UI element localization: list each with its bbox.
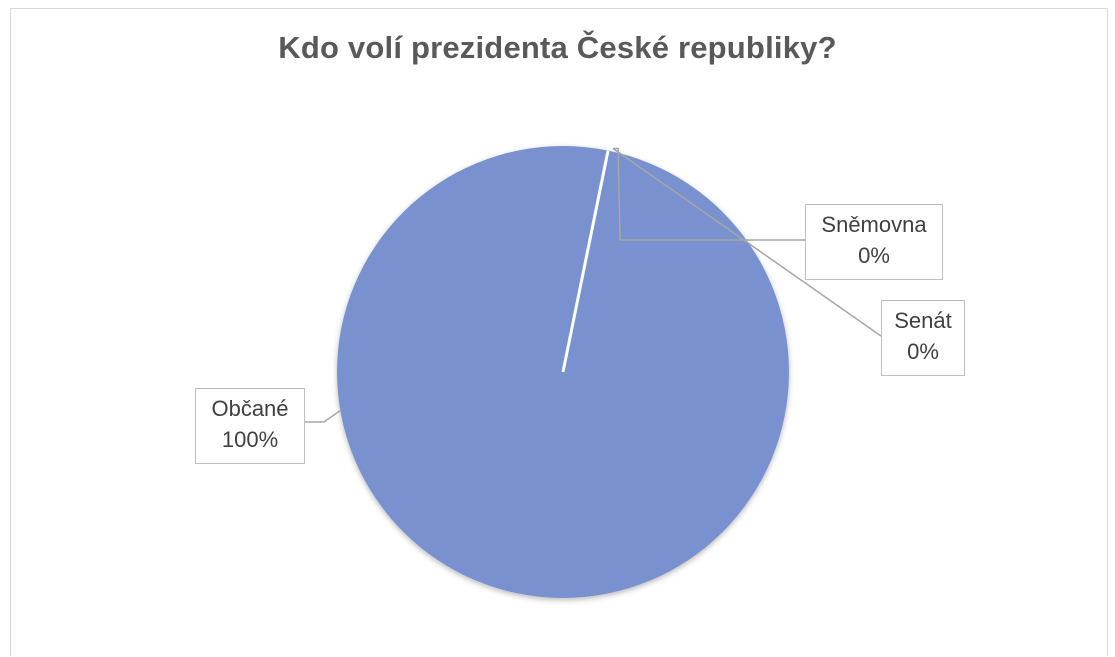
slice-separator	[561, 150, 610, 373]
pie-slices	[337, 146, 789, 598]
data-label-snemovna: Sněmovna 0%	[805, 204, 943, 280]
data-label-category: Senát	[894, 308, 952, 333]
data-label-category: Sněmovna	[821, 212, 927, 237]
leader-line-senat	[612, 147, 882, 337]
data-label-value: 0%	[907, 339, 939, 364]
data-label-obcane: Občané 100%	[195, 388, 305, 464]
data-label-senat: Senát 0%	[881, 300, 965, 376]
data-label-category: Občané	[211, 396, 289, 421]
chart-title: Kdo volí prezidenta České republiky?	[278, 30, 837, 65]
data-label-value: 100%	[221, 427, 279, 452]
leader-lines	[305, 147, 882, 423]
leader-line-obcane	[305, 409, 342, 423]
data-label-value: 0%	[858, 243, 890, 268]
leader-line-snemovna	[613, 147, 805, 241]
